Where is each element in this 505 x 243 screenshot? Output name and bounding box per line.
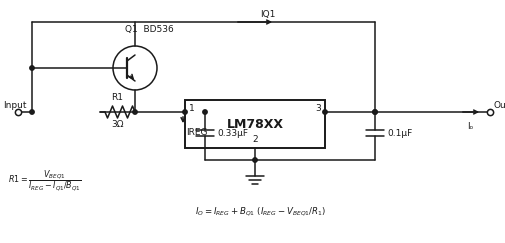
Text: 1: 1 bbox=[189, 104, 195, 113]
Text: 2: 2 bbox=[252, 135, 258, 144]
Text: $R1 = \dfrac{V_{BEQ1}}{I_{REG}-I_{Q1}/B_{Q1}}$: $R1 = \dfrac{V_{BEQ1}}{I_{REG}-I_{Q1}/B_… bbox=[8, 168, 82, 192]
Text: Input: Input bbox=[3, 101, 26, 110]
Text: 3: 3 bbox=[315, 104, 321, 113]
Circle shape bbox=[373, 110, 377, 114]
Text: 0.1μF: 0.1μF bbox=[387, 129, 412, 138]
Text: R1: R1 bbox=[112, 93, 124, 102]
Circle shape bbox=[323, 110, 327, 114]
Circle shape bbox=[133, 110, 137, 114]
Text: IQ1: IQ1 bbox=[260, 10, 275, 19]
Circle shape bbox=[30, 66, 34, 70]
Circle shape bbox=[203, 110, 207, 114]
Text: Output: Output bbox=[493, 101, 505, 110]
Circle shape bbox=[183, 110, 187, 114]
Bar bbox=[185, 100, 325, 148]
Text: Q1  BD536: Q1 BD536 bbox=[125, 25, 174, 34]
Text: 0.33μF: 0.33μF bbox=[217, 129, 248, 138]
Text: 3Ω: 3Ω bbox=[111, 120, 124, 129]
Circle shape bbox=[373, 110, 377, 114]
Circle shape bbox=[253, 158, 257, 162]
Text: IREG: IREG bbox=[186, 128, 208, 137]
Text: $I_O = I_{REG} + B_{Q1}\ (I_{REG}-V_{BEQ1}/R_1)$: $I_O = I_{REG} + B_{Q1}\ (I_{REG}-V_{BEQ… bbox=[195, 205, 326, 218]
Circle shape bbox=[30, 110, 34, 114]
Text: LM78XX: LM78XX bbox=[227, 118, 283, 130]
Text: Iₒ: Iₒ bbox=[467, 122, 473, 131]
